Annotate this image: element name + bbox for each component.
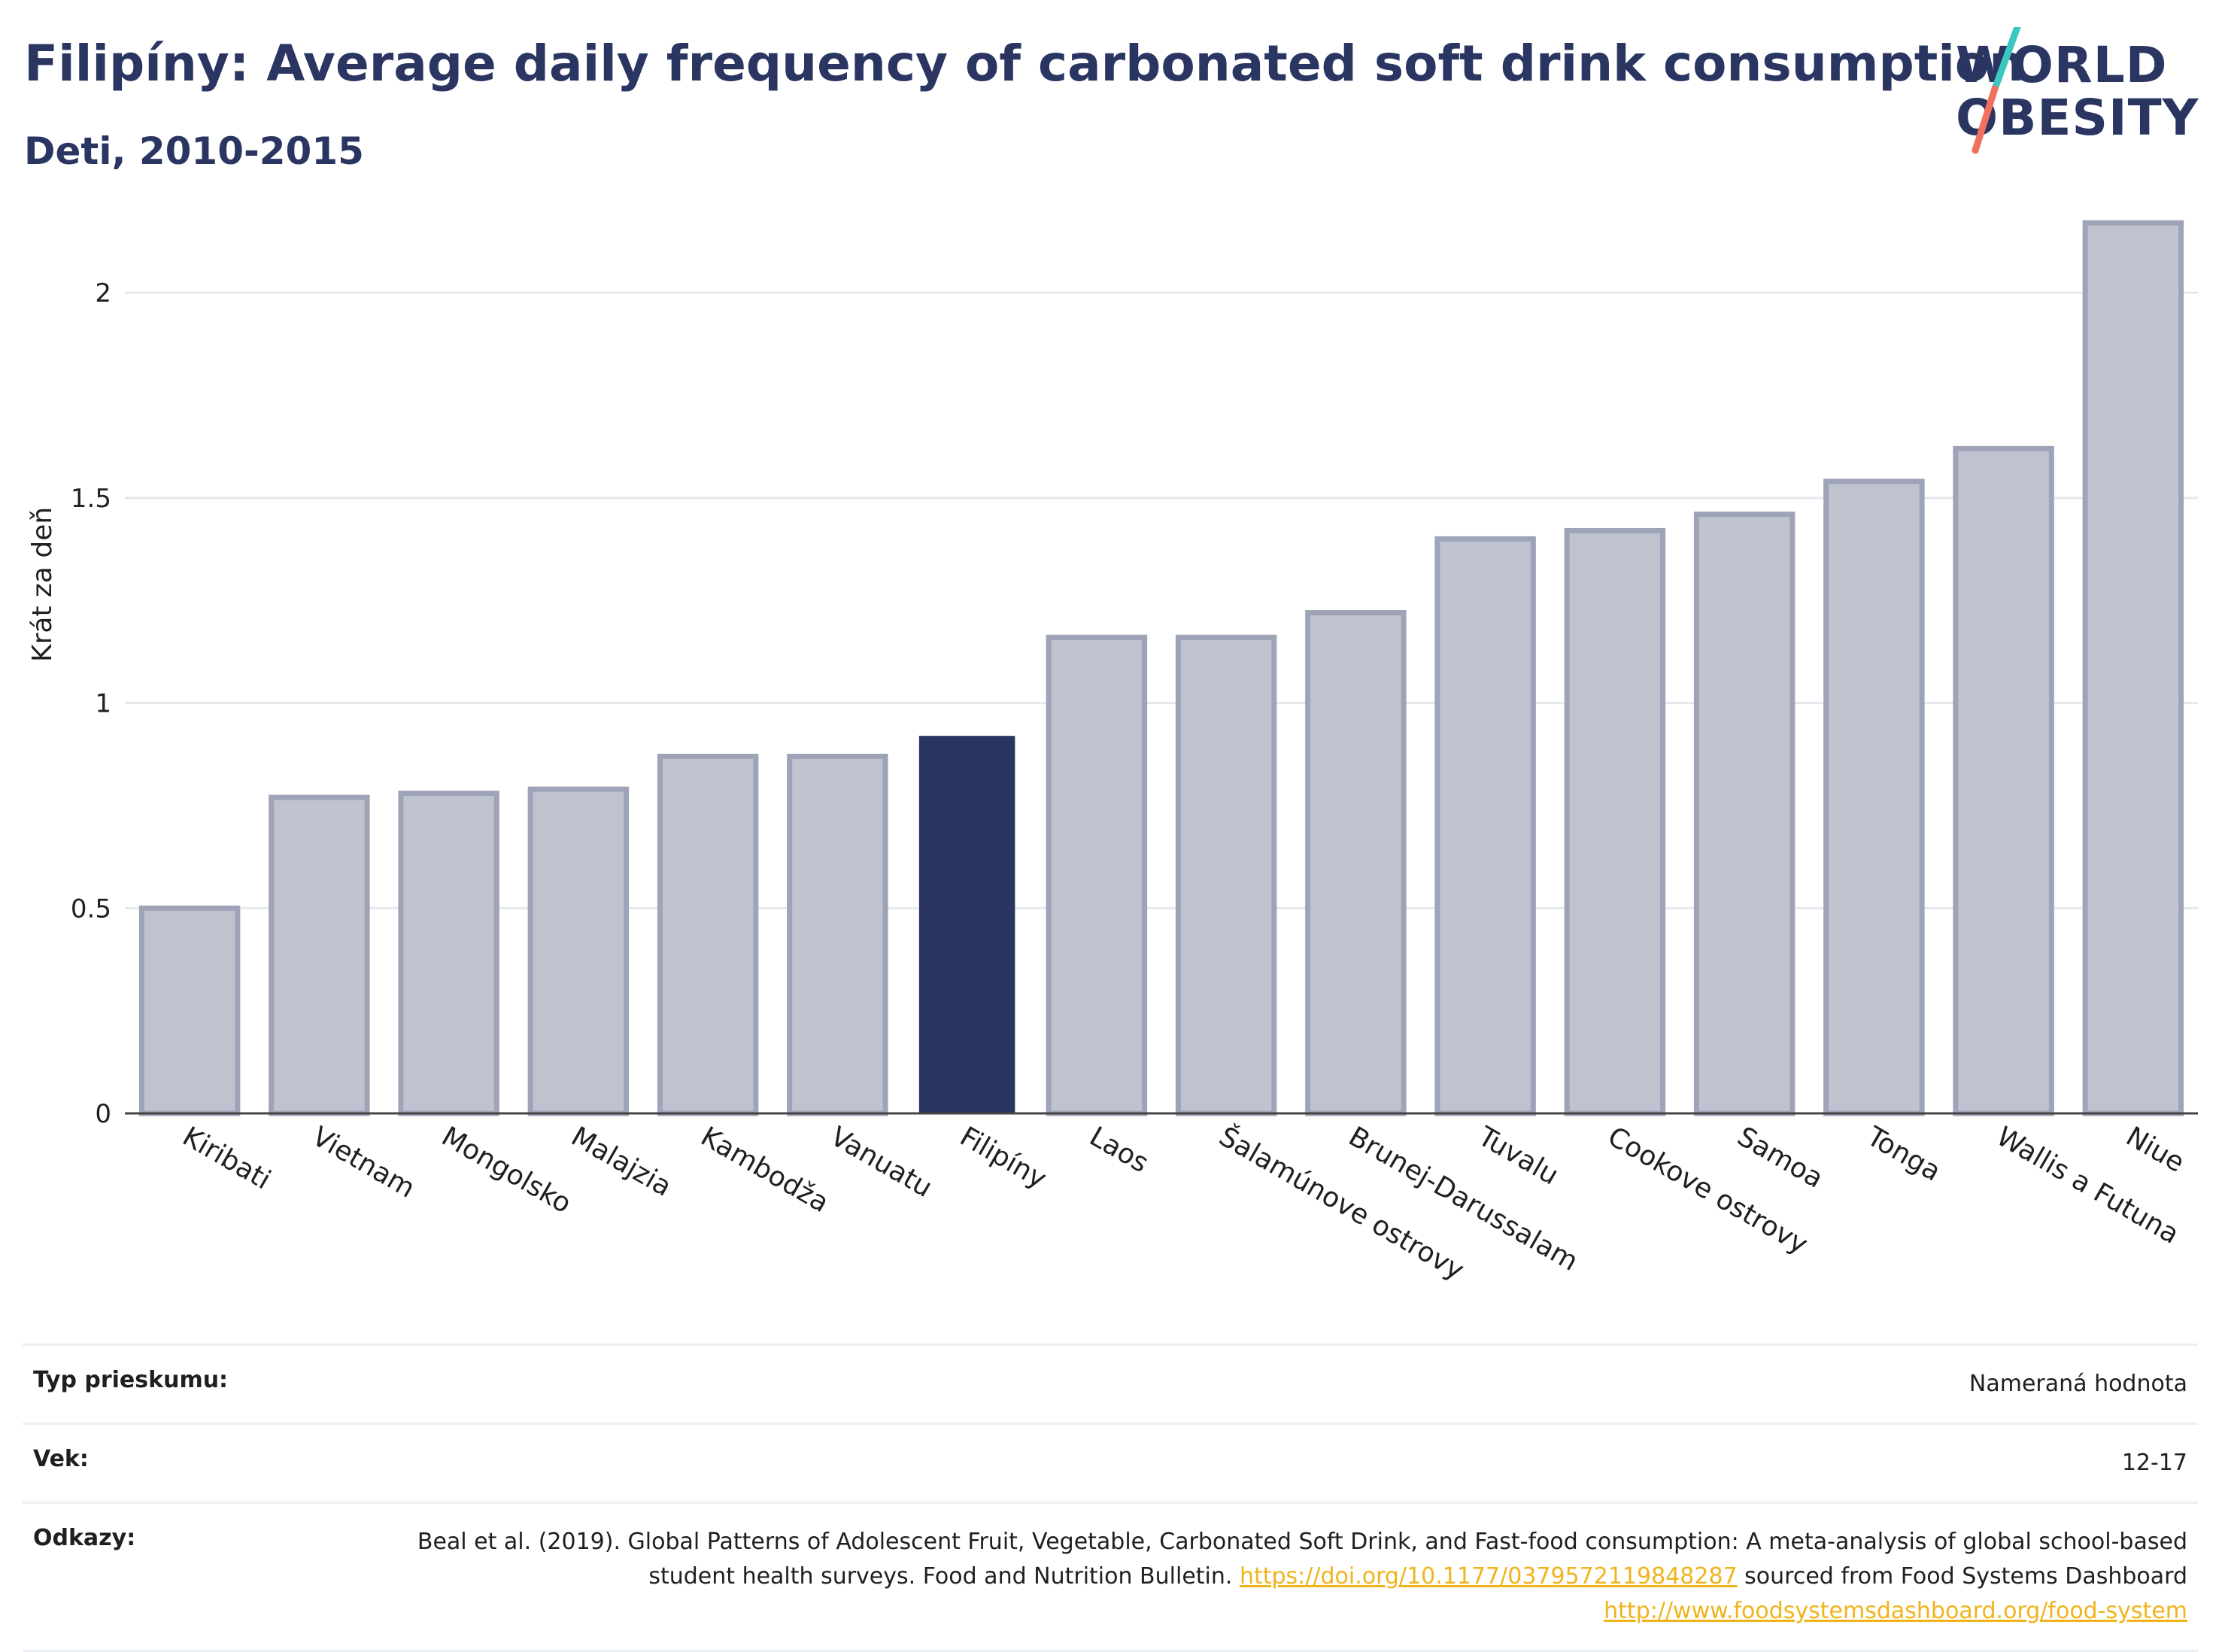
meta-key: Vek: — [33, 1446, 89, 1472]
bar-niue[interactable] — [2082, 220, 2184, 1116]
page-subtitle: Deti, 2010-2015 — [24, 129, 364, 173]
bar-vanuatu[interactable] — [787, 753, 888, 1116]
x-tick-label: Laos — [1084, 1121, 1153, 1179]
bar-tuvalu[interactable] — [1434, 536, 1536, 1116]
x-tick-label: Mongolsko — [436, 1121, 576, 1219]
meta-row-age: Vek: 12-17 — [23, 1423, 2198, 1503]
bar-vietnam[interactable] — [269, 794, 370, 1116]
x-tick-label: Vanuatu — [825, 1121, 937, 1204]
logo-text-world: WORLD — [1956, 36, 2168, 94]
meta-row-references: Odkazy: Beal et al. (2019). Global Patte… — [23, 1502, 2198, 1651]
logo-text-obesity: OBESITY — [1956, 89, 2199, 147]
y-tick-label: 2 — [95, 278, 111, 308]
y-tick-label: 1 — [95, 689, 111, 719]
bar-šalamúnove-ostrovy[interactable] — [1175, 634, 1277, 1116]
bar-brunej-darussalam[interactable] — [1305, 610, 1407, 1116]
page-title: Filipíny: Average daily frequency of car… — [24, 35, 2025, 93]
y-axis-label: Krát za deň — [27, 506, 58, 662]
logo-slash-icon — [1972, 27, 2021, 154]
x-tick-label: Brunej-Darussalam — [1343, 1121, 1583, 1277]
doi-link[interactable]: https://doi.org/10.1177/0379572119848287 — [1239, 1563, 1738, 1590]
meta-key: Typ prieskumu: — [33, 1367, 229, 1393]
bar-laos[interactable] — [1046, 634, 1148, 1116]
bar-mongolsko[interactable] — [398, 791, 499, 1116]
bar-malajzia[interactable] — [527, 786, 630, 1116]
bar-kambodža[interactable] — [657, 753, 759, 1116]
bar-tonga[interactable] — [1823, 478, 1925, 1116]
dashboard-link[interactable]: http://www.foodsystemsdashboard.org/food… — [1604, 1598, 2187, 1624]
bar-chart: 0 0.5 1 1.5 2 Kiribati Vietnam MongolskoMalajz… — [71, 220, 2198, 1286]
meta-key: Odkazy: — [33, 1525, 136, 1551]
x-tick-label: Tuvalu — [1472, 1121, 1563, 1192]
reference-text-sourced: sourced from Food Systems Dashboard — [1737, 1563, 2187, 1590]
x-tick-label: Šalamúnove ostrovy — [1214, 1120, 1470, 1286]
meta-value-references: Beal et al. (2019). Global Patterns of A… — [329, 1503, 2198, 1651]
metadata-table: Typ prieskumu: Nameraná hodnota Vek: 12-… — [23, 1344, 2198, 1652]
x-tick-label: Samoa — [1732, 1121, 1829, 1195]
bar-filipíny[interactable] — [918, 736, 1015, 1113]
y-tick-label: 0.5 — [71, 894, 111, 924]
bar-cookove-ostrovy[interactable] — [1564, 527, 1666, 1116]
y-tick-label: 0 — [95, 1099, 111, 1129]
bar-wallis-a-futuna[interactable] — [1953, 445, 2054, 1116]
x-tick-label: Malajzia — [566, 1121, 676, 1203]
x-tick-label: Kiribati — [178, 1121, 276, 1195]
meta-value: Nameraná hodnota — [1969, 1371, 2187, 1397]
bar-samoa[interactable] — [1693, 512, 1795, 1116]
x-tick-label: Kambodža — [696, 1121, 834, 1219]
y-tick-label: 1.5 — [71, 484, 111, 514]
x-tick-label: Vietnam — [307, 1121, 420, 1204]
x-tick-label: Niue — [2120, 1121, 2189, 1178]
bars — [138, 220, 2184, 1116]
bar-kiribati[interactable] — [138, 905, 241, 1116]
y-axis-ticks: 0 0.5 1 1.5 2 — [71, 278, 111, 1129]
x-tick-label: Tonga — [1861, 1121, 1946, 1188]
x-tick-label: Filipíny — [955, 1121, 1052, 1195]
reference-text: Beal et al. (2019). Global Patterns of A… — [417, 1529, 2187, 1590]
meta-value: 12-17 — [2121, 1450, 2187, 1476]
world-obesity-logo: WORLD OBESITY — [1956, 27, 2211, 162]
meta-row-survey-type: Typ prieskumu: Nameraná hodnota — [23, 1344, 2198, 1424]
